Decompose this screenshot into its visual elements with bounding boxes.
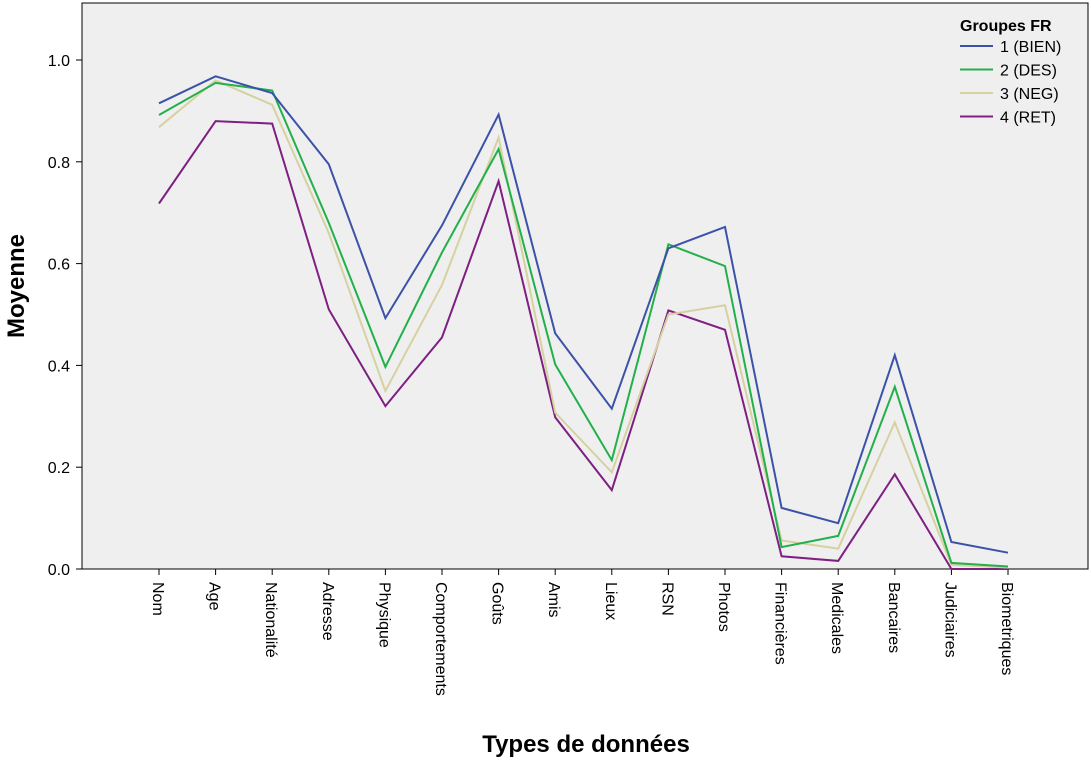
y-tick-label: 0.4 <box>48 358 70 375</box>
legend: Groupes FR 1 (BIEN) 2 (DES) 3 (NEG) 4 (RET) <box>960 18 1061 127</box>
x-tick-label: Financières <box>772 582 789 665</box>
series-group <box>158 75 1009 570</box>
series-line-2 <box>158 81 1009 568</box>
legend-label-2: 2 (DES) <box>1000 63 1057 80</box>
x-tick-label: Lieux <box>602 582 619 620</box>
legend-label-3: 3 (NEG) <box>1000 86 1059 103</box>
legend-label-4: 4 (RET) <box>1000 110 1056 127</box>
x-tick-label: Bancaires <box>885 582 902 653</box>
series-line-4 <box>158 120 1008 570</box>
y-tick-label: 0.6 <box>48 257 70 274</box>
x-tick-label: Adresse <box>319 582 336 641</box>
series-line-1 <box>158 75 1009 554</box>
x-tick-label: Comportements <box>432 582 449 696</box>
x-tick-label: RSN <box>658 582 675 616</box>
plot-area <box>81 2 1089 570</box>
x-tick-label: Judiciaires <box>941 582 958 658</box>
y-tick-label: 0.2 <box>48 460 70 477</box>
x-tick-label: Goûts <box>489 582 506 625</box>
series-line-3 <box>158 79 1009 569</box>
x-tick-label: Nom <box>149 582 166 616</box>
x-tick-label: Photos <box>715 582 732 632</box>
legend-label-1: 1 (BIEN) <box>1000 39 1061 56</box>
x-tick-label: Age <box>206 582 223 611</box>
x-tick-label: Biometriques <box>998 582 1015 675</box>
x-tick-label: Nationalité <box>262 582 279 658</box>
x-axis: Nom Age Nationalité Adresse Physique Comporte… <box>149 569 1015 696</box>
legend-title: Groupes FR <box>960 18 1052 35</box>
y-tick-label: 0.8 <box>48 155 70 172</box>
y-tick-label: 0.0 <box>48 562 70 579</box>
x-tick-label: Amis <box>545 582 562 618</box>
x-tick-label: Medicales <box>828 582 845 654</box>
y-tick-label: 1.0 <box>48 53 70 70</box>
x-tick-label: Physique <box>375 582 392 648</box>
x-axis-title: Types de données <box>482 731 690 758</box>
y-axis: 0.0 0.2 0.4 0.6 0.8 1.0 <box>48 53 82 579</box>
y-axis-title: Moyenne <box>3 234 30 338</box>
